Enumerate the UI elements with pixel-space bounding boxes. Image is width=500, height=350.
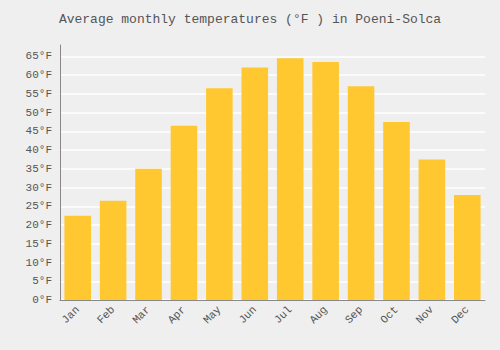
svg-text:10°F: 10°F (26, 257, 52, 269)
svg-text:Sep: Sep (343, 304, 365, 326)
svg-text:65°F: 65°F (26, 50, 52, 62)
svg-text:5°F: 5°F (32, 275, 52, 287)
svg-text:20°F: 20°F (26, 219, 52, 231)
svg-text:Oct: Oct (378, 304, 400, 326)
svg-text:25°F: 25°F (26, 200, 52, 212)
svg-text:Apr: Apr (166, 304, 188, 326)
svg-text:50°F: 50°F (26, 107, 52, 119)
svg-text:Nov: Nov (414, 303, 437, 326)
svg-text:Aug: Aug (307, 304, 329, 326)
svg-text:45°F: 45°F (26, 125, 52, 137)
svg-text:40°F: 40°F (26, 144, 52, 156)
svg-text:Dec: Dec (449, 304, 471, 326)
svg-text:30°F: 30°F (26, 182, 52, 194)
svg-text:35°F: 35°F (26, 163, 52, 175)
svg-text:Jan: Jan (59, 304, 81, 326)
svg-text:60°F: 60°F (26, 69, 52, 81)
svg-text:Mar: Mar (130, 304, 152, 326)
svg-text:Average monthly temperatures (: Average monthly temperatures (°F ) in Po… (59, 12, 441, 27)
svg-text:May: May (201, 303, 224, 326)
svg-text:55°F: 55°F (26, 88, 52, 100)
svg-text:0°F: 0°F (32, 294, 52, 306)
svg-text:Jun: Jun (237, 304, 259, 326)
svg-text:Feb: Feb (95, 304, 117, 326)
svg-text:Jul: Jul (272, 304, 294, 326)
svg-text:15°F: 15°F (26, 238, 52, 250)
